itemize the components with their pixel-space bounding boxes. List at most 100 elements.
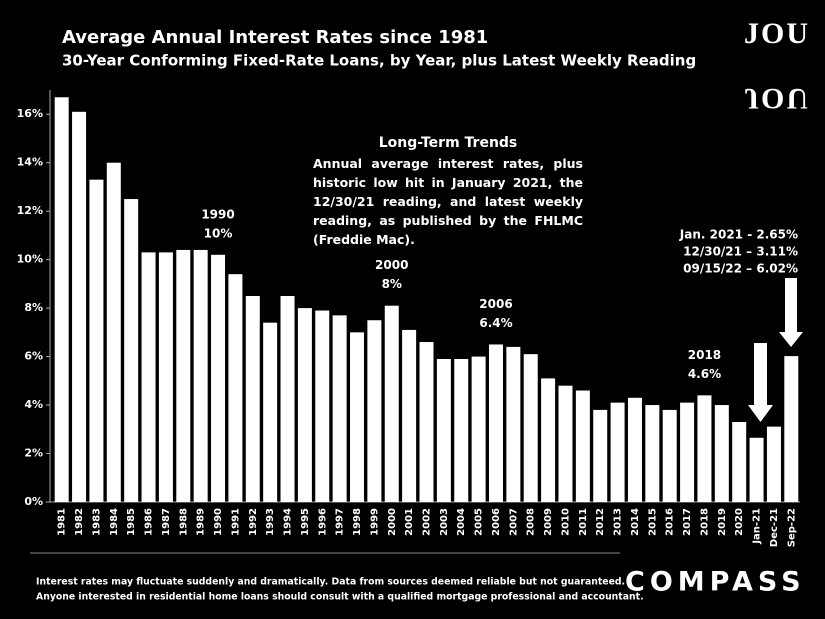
bar	[263, 322, 278, 502]
x-tick-label: 1991	[230, 508, 241, 536]
x-tick-label: Sep-22	[786, 508, 797, 547]
x-tick-label: 2008	[526, 508, 537, 536]
annotation-year: 2006	[479, 297, 512, 311]
annotation-year: 2018	[688, 348, 721, 362]
x-tick-label: 1994	[283, 508, 294, 536]
bar	[575, 390, 590, 502]
bar	[315, 310, 330, 502]
bar	[419, 342, 434, 502]
bar	[627, 397, 642, 502]
bar	[89, 179, 104, 502]
x-tick-label: 1986	[144, 508, 155, 536]
y-tick-label: 16%	[17, 107, 43, 120]
bar	[402, 329, 417, 502]
x-tick-label: Dec-21	[769, 508, 780, 547]
x-tick-label: 2004	[456, 508, 467, 536]
bar	[106, 162, 121, 503]
bar	[54, 97, 69, 502]
bar	[332, 315, 347, 502]
y-tick-label: 2%	[24, 447, 43, 460]
bar	[124, 199, 139, 502]
bar	[645, 405, 660, 502]
latest-reading: 09/15/22 – 6.02%	[683, 262, 798, 276]
bar	[523, 354, 538, 502]
bar	[558, 385, 573, 502]
bar	[211, 254, 226, 502]
x-tick-label: 2014	[630, 508, 641, 536]
x-tick-label: Jan-21	[752, 508, 763, 545]
latest-reading: Jan. 2021 - 2.65%	[679, 228, 798, 242]
x-tick-label: 2011	[578, 508, 589, 536]
bar	[245, 296, 260, 502]
x-tick-label: 2003	[439, 508, 450, 536]
x-tick-label: 2018	[699, 508, 710, 536]
bar	[662, 409, 677, 502]
brand: COMPASS	[625, 567, 806, 598]
x-tick-label: 1988	[178, 508, 189, 536]
footnote: Interest rates may fluctuate suddenly an…	[36, 577, 625, 588]
x-tick-label: 2015	[647, 508, 658, 536]
bar	[714, 405, 729, 502]
x-tick-label: 1997	[335, 508, 346, 536]
x-tick-label: 1998	[352, 508, 363, 536]
x-tick-label: 1982	[74, 508, 85, 536]
bar	[697, 395, 712, 502]
x-tick-label: 1993	[265, 508, 276, 536]
y-tick-label: 0%	[24, 495, 43, 508]
bar	[384, 305, 399, 502]
x-tick-label: 2000	[387, 508, 398, 536]
y-tick-label: 14%	[17, 156, 43, 169]
x-tick-label: 1989	[196, 508, 207, 536]
x-tick-label: 1995	[300, 508, 311, 536]
x-tick-label: 1999	[369, 508, 380, 536]
bar	[749, 437, 764, 502]
arrow	[779, 278, 803, 347]
logo-mirror: JOU	[744, 82, 810, 115]
x-tick-label: 2009	[543, 508, 554, 536]
x-tick-label: 1984	[109, 508, 120, 536]
bar	[471, 356, 486, 502]
logo: JOU	[744, 17, 810, 50]
annotation-year: 2000	[375, 258, 408, 272]
bar	[158, 252, 173, 502]
x-tick-label: 2010	[560, 508, 571, 536]
bar	[488, 344, 503, 502]
bar	[367, 320, 382, 502]
x-tick-label: 1981	[57, 508, 68, 536]
annotation-value: 4.6%	[688, 367, 721, 381]
x-tick-label: 1985	[126, 508, 137, 536]
bar	[593, 409, 608, 502]
x-tick-label: 1987	[161, 508, 172, 536]
x-tick-label: 2002	[422, 508, 433, 536]
bar	[350, 332, 365, 502]
x-tick-label: 2019	[717, 508, 728, 536]
x-tick-label: 2006	[491, 508, 502, 536]
bar	[141, 252, 156, 502]
y-tick-label: 10%	[17, 253, 43, 266]
x-tick-label: 2007	[508, 508, 519, 536]
y-tick-label: 6%	[24, 350, 43, 363]
latest-reading: 12/30/21 – 3.11%	[683, 245, 798, 259]
bar	[506, 346, 521, 502]
bar	[176, 249, 191, 502]
bar	[680, 402, 695, 502]
bar	[732, 422, 747, 502]
x-tick-label: 2017	[682, 508, 693, 536]
x-tick-label: 2005	[474, 508, 485, 536]
bar	[610, 402, 625, 502]
bar	[766, 426, 781, 502]
x-tick-label: 1992	[248, 508, 259, 536]
x-tick-label: 2001	[404, 508, 415, 536]
x-tick-label: 1983	[91, 508, 102, 536]
footnote: Anyone interested in residential home lo…	[36, 592, 644, 603]
chart-title: Average Annual Interest Rates since 1981	[62, 27, 488, 48]
bar	[784, 356, 799, 502]
x-tick-label: 2020	[734, 508, 745, 536]
x-tick-label: 1996	[317, 508, 328, 536]
chart-subtitle: 30-Year Conforming Fixed-Rate Loans, by …	[62, 52, 696, 70]
y-tick-label: 8%	[24, 301, 43, 314]
y-tick-label: 12%	[17, 204, 43, 217]
bar	[297, 308, 312, 502]
